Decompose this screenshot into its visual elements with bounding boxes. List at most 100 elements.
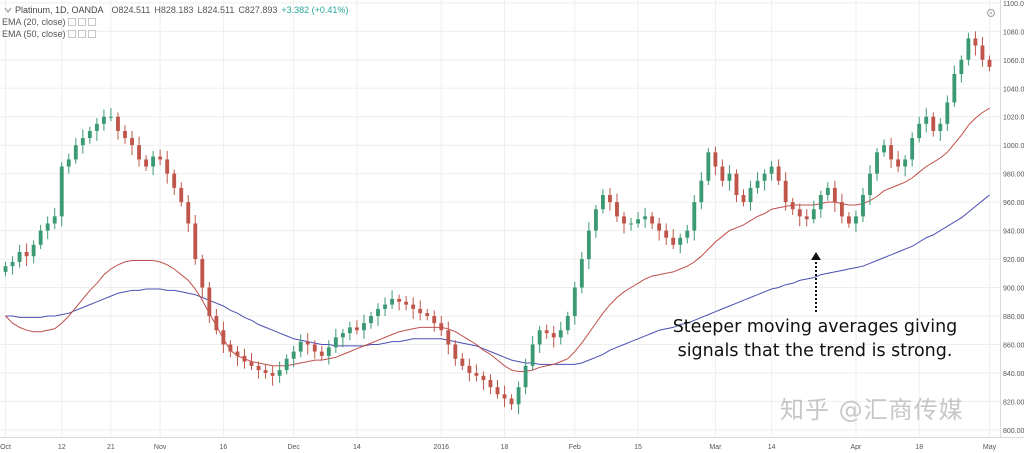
candle-body	[214, 316, 219, 331]
time-label: Apr	[850, 444, 862, 451]
candle-body	[889, 145, 894, 160]
time-label: 21	[107, 444, 115, 451]
candle	[109, 108, 113, 121]
candle-body	[762, 173, 767, 181]
candle-body	[10, 261, 15, 267]
ema20-visibility-button[interactable]	[67, 18, 76, 26]
candle-body	[376, 308, 380, 317]
candle-body	[987, 59, 992, 67]
candle	[931, 112, 936, 137]
candle-body	[383, 304, 387, 309]
candle	[650, 212, 655, 230]
candle-body	[720, 166, 725, 181]
candle	[509, 394, 514, 410]
candle	[966, 32, 971, 66]
candle	[875, 148, 879, 181]
legend-ema20-row[interactable]: EMA (20, close)	[0, 16, 348, 28]
candle	[502, 385, 507, 408]
candle-body	[24, 251, 29, 257]
gear-icon[interactable]	[986, 5, 996, 18]
candle-body	[945, 102, 950, 124]
candle-body	[200, 259, 205, 288]
candle	[945, 95, 950, 131]
candle-body	[263, 370, 268, 373]
candle	[383, 297, 387, 317]
candle	[924, 108, 929, 133]
candle-body	[38, 230, 43, 245]
candle-body	[193, 223, 198, 260]
candle-body	[650, 216, 655, 224]
candle	[776, 159, 781, 186]
candle	[544, 324, 549, 339]
candle	[741, 189, 746, 207]
candle-body	[45, 223, 50, 231]
candle-body	[488, 380, 493, 388]
candle	[165, 150, 170, 184]
candle-body	[52, 216, 57, 224]
price-label: 980.000	[1003, 172, 1024, 179]
candle	[362, 314, 366, 339]
candle-body	[249, 361, 254, 366]
candle-body	[622, 216, 626, 224]
ema50-settings-button[interactable]	[77, 30, 86, 38]
candle-body	[910, 138, 915, 160]
candle	[291, 345, 296, 368]
candle	[664, 223, 669, 245]
price-label: 1040.000	[1003, 86, 1024, 93]
ema50-remove-button[interactable]	[87, 30, 96, 38]
candle-body	[130, 138, 134, 146]
candle	[537, 325, 542, 354]
candle-body	[882, 145, 886, 153]
candle	[593, 204, 598, 238]
candle-body	[615, 202, 619, 217]
candle	[270, 365, 275, 386]
candle-body	[59, 166, 64, 217]
candle	[678, 233, 683, 254]
candle-body	[474, 372, 479, 376]
moving-averages-layer	[5, 107, 990, 372]
ema20-settings-button[interactable]	[77, 18, 86, 26]
candle	[720, 159, 725, 187]
price-label: 1000.000	[1003, 143, 1024, 150]
candle-body	[221, 330, 226, 345]
candle	[608, 187, 612, 211]
candle	[551, 325, 556, 348]
time-label: 14	[768, 444, 776, 451]
candle-body	[467, 365, 472, 373]
candle	[242, 348, 247, 369]
candle-body	[938, 123, 943, 131]
candle	[369, 311, 373, 329]
candle-body	[846, 216, 851, 224]
candle-body	[523, 365, 528, 388]
candle	[495, 380, 500, 399]
candle-body	[101, 116, 106, 124]
time-label: 12	[58, 444, 66, 451]
candle-body	[390, 298, 395, 305]
candle-body	[931, 116, 936, 131]
price-label: 820.000	[1003, 399, 1024, 406]
candle	[818, 190, 823, 218]
candle	[123, 125, 127, 144]
candle-body	[439, 323, 444, 331]
candle-body	[825, 187, 830, 196]
candle-body	[748, 187, 753, 203]
price-label: 840.000	[1003, 371, 1024, 378]
time-label: Feb	[569, 444, 581, 451]
candle-body	[713, 152, 718, 167]
candle-body	[903, 159, 908, 167]
candle-body	[727, 173, 732, 181]
candle-body	[17, 251, 22, 262]
ema20-remove-button[interactable]	[87, 18, 96, 26]
legend-ema50-row[interactable]: EMA (50, close)	[0, 28, 348, 40]
ema50-visibility-button[interactable]	[67, 30, 76, 38]
time-label: Dec	[287, 444, 300, 451]
candle-body	[832, 187, 837, 203]
candle	[390, 290, 395, 309]
candle	[586, 222, 591, 270]
candle-body	[755, 180, 760, 188]
symbol-dropdown-icon[interactable]	[4, 6, 12, 14]
candle-body	[952, 74, 957, 103]
candle	[354, 320, 359, 335]
candle	[868, 165, 872, 205]
